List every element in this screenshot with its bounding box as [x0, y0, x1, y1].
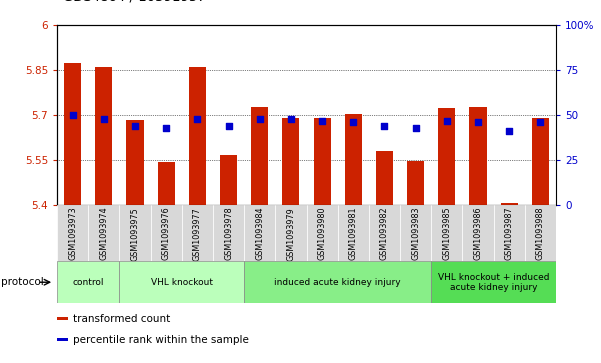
Text: GSM1093981: GSM1093981 — [349, 207, 358, 260]
Bar — [338, 205, 369, 261]
Point — [411, 125, 421, 131]
Bar — [307, 205, 338, 261]
Text: GSM1093985: GSM1093985 — [442, 207, 451, 260]
Text: GSM1093976: GSM1093976 — [162, 207, 171, 260]
Bar — [400, 205, 432, 261]
Point — [162, 125, 171, 131]
Point — [504, 129, 514, 134]
Text: GSM1093988: GSM1093988 — [536, 207, 545, 260]
Bar — [251, 107, 268, 205]
Text: percentile rank within the sample: percentile rank within the sample — [73, 335, 249, 345]
Point — [442, 118, 451, 123]
Bar — [189, 67, 206, 205]
Bar — [314, 118, 331, 205]
Point — [473, 119, 483, 125]
Bar — [525, 205, 556, 261]
Bar — [376, 151, 393, 205]
Bar — [369, 205, 400, 261]
Point — [380, 123, 389, 129]
Bar — [282, 118, 299, 205]
Bar — [432, 261, 556, 303]
Bar — [244, 205, 275, 261]
Text: GSM1093983: GSM1093983 — [411, 207, 420, 260]
Bar — [244, 261, 432, 303]
Text: GSM1093975: GSM1093975 — [130, 207, 139, 261]
Bar — [213, 205, 244, 261]
Bar — [220, 155, 237, 205]
Point — [68, 112, 78, 118]
Point — [255, 116, 264, 122]
Text: GDS4864 / 10391957: GDS4864 / 10391957 — [63, 0, 206, 4]
Text: GSM1093978: GSM1093978 — [224, 207, 233, 260]
Text: GSM1093974: GSM1093974 — [99, 207, 108, 260]
Bar — [469, 107, 487, 205]
Point — [535, 119, 545, 125]
Bar — [532, 118, 549, 205]
Bar — [345, 114, 362, 205]
Text: transformed count: transformed count — [73, 314, 170, 323]
Text: GSM1093984: GSM1093984 — [255, 207, 264, 260]
Bar — [462, 205, 493, 261]
Bar — [182, 205, 213, 261]
Bar — [432, 205, 462, 261]
Text: control: control — [73, 278, 104, 287]
Point — [130, 123, 140, 129]
Bar — [275, 205, 307, 261]
Point — [317, 118, 327, 123]
Point — [99, 116, 109, 122]
Bar — [157, 162, 175, 205]
Point — [349, 119, 358, 125]
Point — [286, 116, 296, 122]
Text: GSM1093986: GSM1093986 — [474, 207, 483, 260]
Bar — [88, 205, 120, 261]
Bar — [151, 205, 182, 261]
Bar — [438, 108, 456, 205]
Bar — [120, 205, 151, 261]
Text: VHL knockout: VHL knockout — [151, 278, 213, 287]
Bar — [120, 261, 244, 303]
Bar — [57, 317, 68, 320]
Bar — [57, 338, 68, 342]
Bar — [57, 205, 88, 261]
Text: induced acute kidney injury: induced acute kidney injury — [275, 278, 401, 287]
Bar — [501, 203, 517, 205]
Text: VHL knockout + induced
acute kidney injury: VHL knockout + induced acute kidney inju… — [438, 273, 549, 292]
Bar — [57, 261, 120, 303]
Bar — [493, 205, 525, 261]
Text: GSM1093973: GSM1093973 — [68, 207, 77, 260]
Bar — [64, 63, 81, 205]
Text: GSM1093982: GSM1093982 — [380, 207, 389, 260]
Bar — [126, 120, 144, 205]
Bar — [407, 161, 424, 205]
Text: protocol: protocol — [1, 277, 44, 287]
Point — [224, 123, 233, 129]
Text: GSM1093987: GSM1093987 — [505, 207, 514, 260]
Bar — [96, 67, 112, 205]
Text: GSM1093977: GSM1093977 — [193, 207, 202, 261]
Point — [192, 116, 202, 122]
Text: GSM1093979: GSM1093979 — [287, 207, 296, 261]
Text: GSM1093980: GSM1093980 — [317, 207, 326, 260]
